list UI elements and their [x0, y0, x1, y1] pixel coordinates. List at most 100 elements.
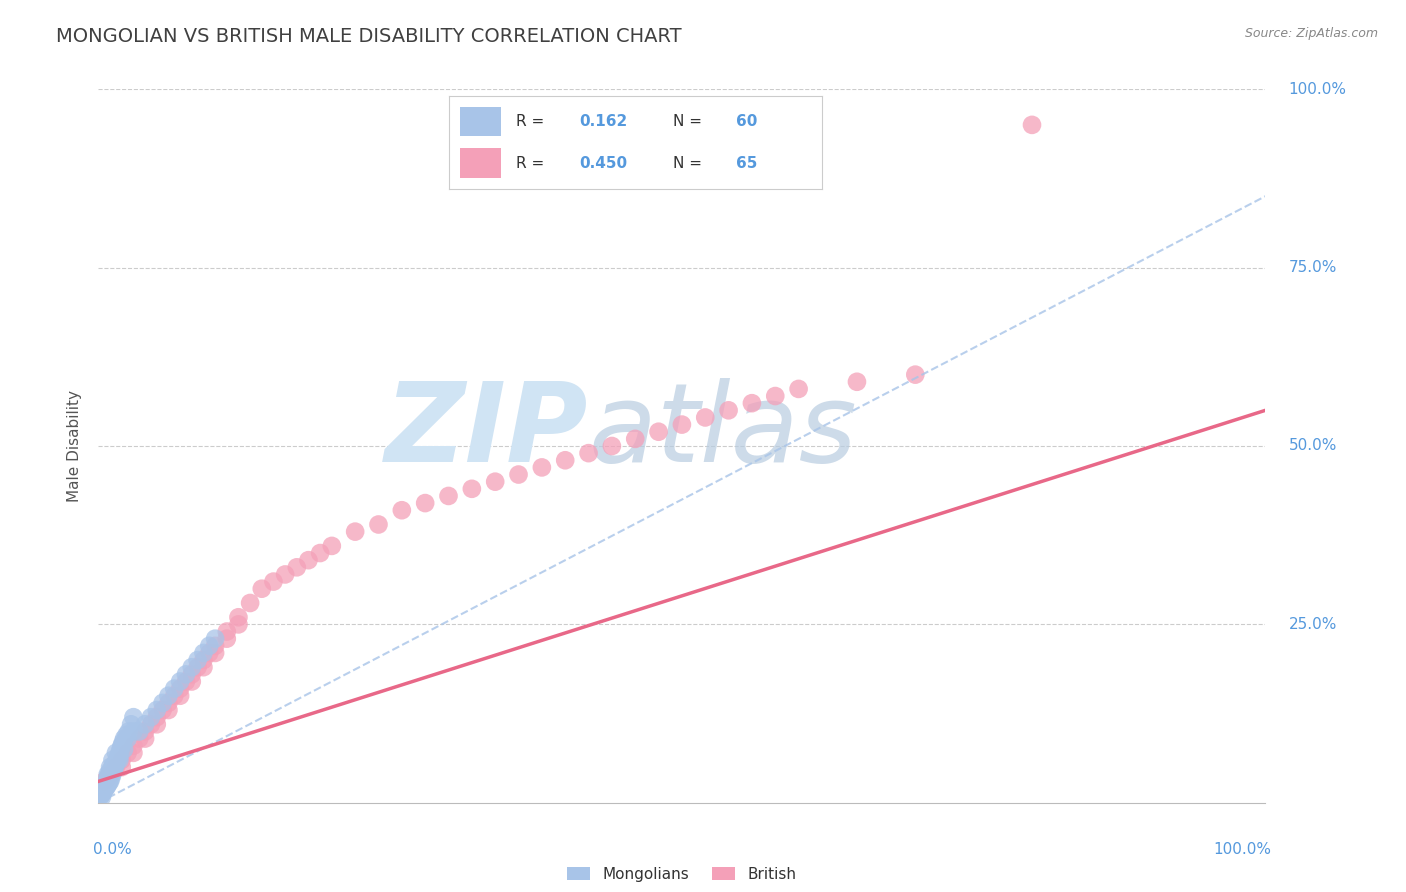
Point	[93, 781, 115, 796]
Point	[146, 703, 169, 717]
Point	[90, 790, 112, 805]
Point	[93, 783, 115, 797]
Point	[187, 660, 209, 674]
Point	[169, 689, 191, 703]
Point	[97, 778, 120, 792]
Point	[97, 771, 120, 785]
Point	[163, 681, 186, 696]
Point	[100, 771, 122, 785]
Y-axis label: Male Disability: Male Disability	[67, 390, 83, 502]
Point	[193, 653, 215, 667]
Point	[600, 439, 623, 453]
Point	[146, 710, 169, 724]
Point	[285, 560, 308, 574]
Point	[845, 375, 868, 389]
Point	[115, 728, 138, 742]
Point	[104, 756, 127, 771]
Point	[741, 396, 763, 410]
Legend: Mongolians, British: Mongolians, British	[561, 861, 803, 888]
Point	[97, 776, 120, 790]
Point	[344, 524, 367, 539]
Point	[98, 767, 121, 781]
Point	[107, 749, 129, 764]
Point	[215, 624, 238, 639]
Point	[108, 746, 131, 760]
Point	[904, 368, 927, 382]
Point	[157, 689, 180, 703]
Point	[118, 724, 141, 739]
Point	[530, 460, 553, 475]
Text: 100.0%: 100.0%	[1213, 842, 1271, 857]
Point	[239, 596, 262, 610]
Text: atlas: atlas	[589, 378, 858, 485]
Point	[97, 767, 120, 781]
Point	[122, 710, 145, 724]
Point	[413, 496, 436, 510]
Point	[198, 639, 221, 653]
Point	[578, 446, 600, 460]
Point	[671, 417, 693, 432]
Point	[695, 410, 717, 425]
Point	[152, 703, 174, 717]
Point	[228, 610, 250, 624]
Point	[180, 667, 202, 681]
Point	[101, 760, 124, 774]
Point	[647, 425, 669, 439]
Point	[108, 749, 131, 764]
Text: 0.0%: 0.0%	[93, 842, 131, 857]
Point	[717, 403, 740, 417]
Point	[484, 475, 506, 489]
Text: 100.0%: 100.0%	[1289, 82, 1347, 96]
Point	[111, 739, 134, 753]
Point	[624, 432, 647, 446]
Text: 75.0%: 75.0%	[1289, 260, 1337, 275]
Point	[94, 778, 117, 792]
Point	[157, 703, 180, 717]
Point	[98, 774, 121, 789]
Point	[117, 746, 139, 760]
Point	[204, 646, 226, 660]
Point	[139, 710, 162, 724]
Point	[163, 689, 186, 703]
Point	[101, 767, 124, 781]
Point	[437, 489, 460, 503]
Point	[122, 724, 145, 739]
Point	[180, 660, 202, 674]
Point	[108, 753, 131, 767]
Point	[98, 764, 121, 778]
Point	[174, 674, 197, 689]
Point	[105, 753, 128, 767]
Point	[122, 746, 145, 760]
Point	[169, 674, 191, 689]
Point	[157, 696, 180, 710]
Point	[101, 753, 124, 767]
Point	[1021, 118, 1043, 132]
Point	[554, 453, 576, 467]
Point	[91, 785, 114, 799]
Point	[90, 787, 112, 801]
Point	[122, 739, 145, 753]
Point	[105, 753, 128, 767]
Point	[274, 567, 297, 582]
Point	[250, 582, 273, 596]
Point	[111, 753, 134, 767]
Point	[187, 653, 209, 667]
Text: ZIP: ZIP	[385, 378, 589, 485]
Point	[321, 539, 343, 553]
Point	[146, 717, 169, 731]
Point	[461, 482, 484, 496]
Point	[112, 731, 135, 746]
Text: Source: ZipAtlas.com: Source: ZipAtlas.com	[1244, 27, 1378, 40]
Point	[104, 746, 127, 760]
Point	[152, 696, 174, 710]
Text: MONGOLIAN VS BRITISH MALE DISABILITY CORRELATION CHART: MONGOLIAN VS BRITISH MALE DISABILITY COR…	[56, 27, 682, 45]
Point	[104, 760, 127, 774]
Point	[134, 731, 156, 746]
Point	[139, 717, 162, 731]
Point	[508, 467, 530, 482]
Point	[103, 764, 125, 778]
Point	[111, 739, 134, 753]
Point	[169, 681, 191, 696]
Point	[94, 781, 117, 796]
Point	[110, 742, 132, 756]
